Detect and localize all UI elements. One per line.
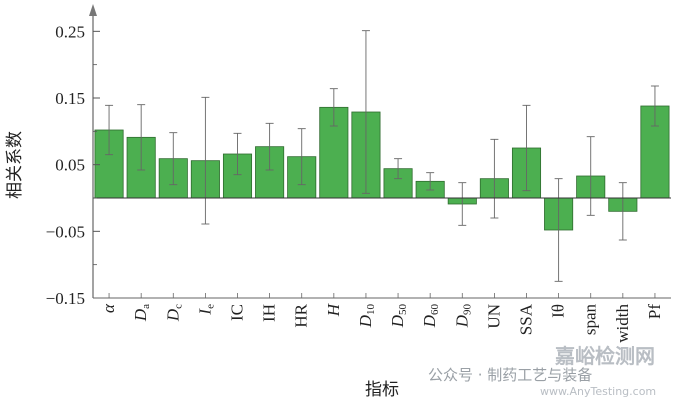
y-tick-label: 0.25 xyxy=(55,22,85,41)
x-tick-label: D50 xyxy=(388,304,409,329)
error-bar xyxy=(458,182,467,226)
y-axis-arrow xyxy=(89,4,97,16)
y-tick-label: −0.15 xyxy=(46,289,85,308)
x-tick-label: Dc xyxy=(163,304,184,322)
x-tick-label: IC xyxy=(228,304,247,321)
error-bar xyxy=(233,132,242,176)
error-bar xyxy=(490,138,499,219)
bars-layer xyxy=(94,105,670,231)
axes-layer: −0.15 −0.05 0.05 0.15 0.25 xyxy=(46,4,671,308)
x-tick-labels: α Da Dc Ie IC IH HR H D10 D50 D60 D90 UN SSA Iθ span wid… xyxy=(99,302,664,342)
error-bar xyxy=(522,104,531,192)
x-tick-label: α xyxy=(99,303,118,313)
x-tick-label: Da xyxy=(131,304,152,322)
x-tick-label: IH xyxy=(260,304,279,322)
error-bar xyxy=(426,172,435,191)
y-axis-label: 相关系数 xyxy=(5,131,25,199)
error-bar xyxy=(650,85,659,127)
error-bar xyxy=(618,182,627,241)
x-tick-label: Iθ xyxy=(549,304,568,318)
error-bar xyxy=(297,128,306,186)
watermark-account: 公众号 · 制药工艺与装备 xyxy=(428,366,593,384)
error-bar xyxy=(265,122,274,171)
error-bar xyxy=(201,96,210,225)
x-tick-label: D10 xyxy=(356,304,377,329)
error-bars-layer xyxy=(105,30,659,282)
x-tick-label: H xyxy=(324,302,343,317)
watermark-site-cn: 嘉峪检测网 xyxy=(555,344,655,368)
x-tick-label: Pf xyxy=(645,304,664,319)
x-tick-label: UN xyxy=(484,304,503,329)
x-tick-label: D60 xyxy=(420,304,441,329)
x-tick-label: SSA xyxy=(517,303,536,335)
error-bar xyxy=(169,132,178,186)
x-tick-label: D90 xyxy=(452,304,473,329)
error-bar xyxy=(586,136,595,216)
y-tick-label: 0.15 xyxy=(55,89,85,108)
x-tick-label: HR xyxy=(292,303,311,327)
y-tick-label: 0.05 xyxy=(55,156,85,175)
error-bar xyxy=(394,158,403,180)
x-tick-label: width xyxy=(613,304,632,343)
error-bar xyxy=(361,30,370,194)
x-axis-label: 指标 xyxy=(365,380,399,400)
error-bar xyxy=(329,88,338,127)
x-tick-label: span xyxy=(581,304,600,336)
y-tick-label: −0.05 xyxy=(46,222,85,241)
x-tick-label: Ie xyxy=(195,304,216,316)
watermark-site-url: www.AnyTesting.com xyxy=(540,385,657,398)
error-bar xyxy=(137,104,146,171)
error-bar xyxy=(554,178,563,282)
error-bar xyxy=(105,104,114,156)
